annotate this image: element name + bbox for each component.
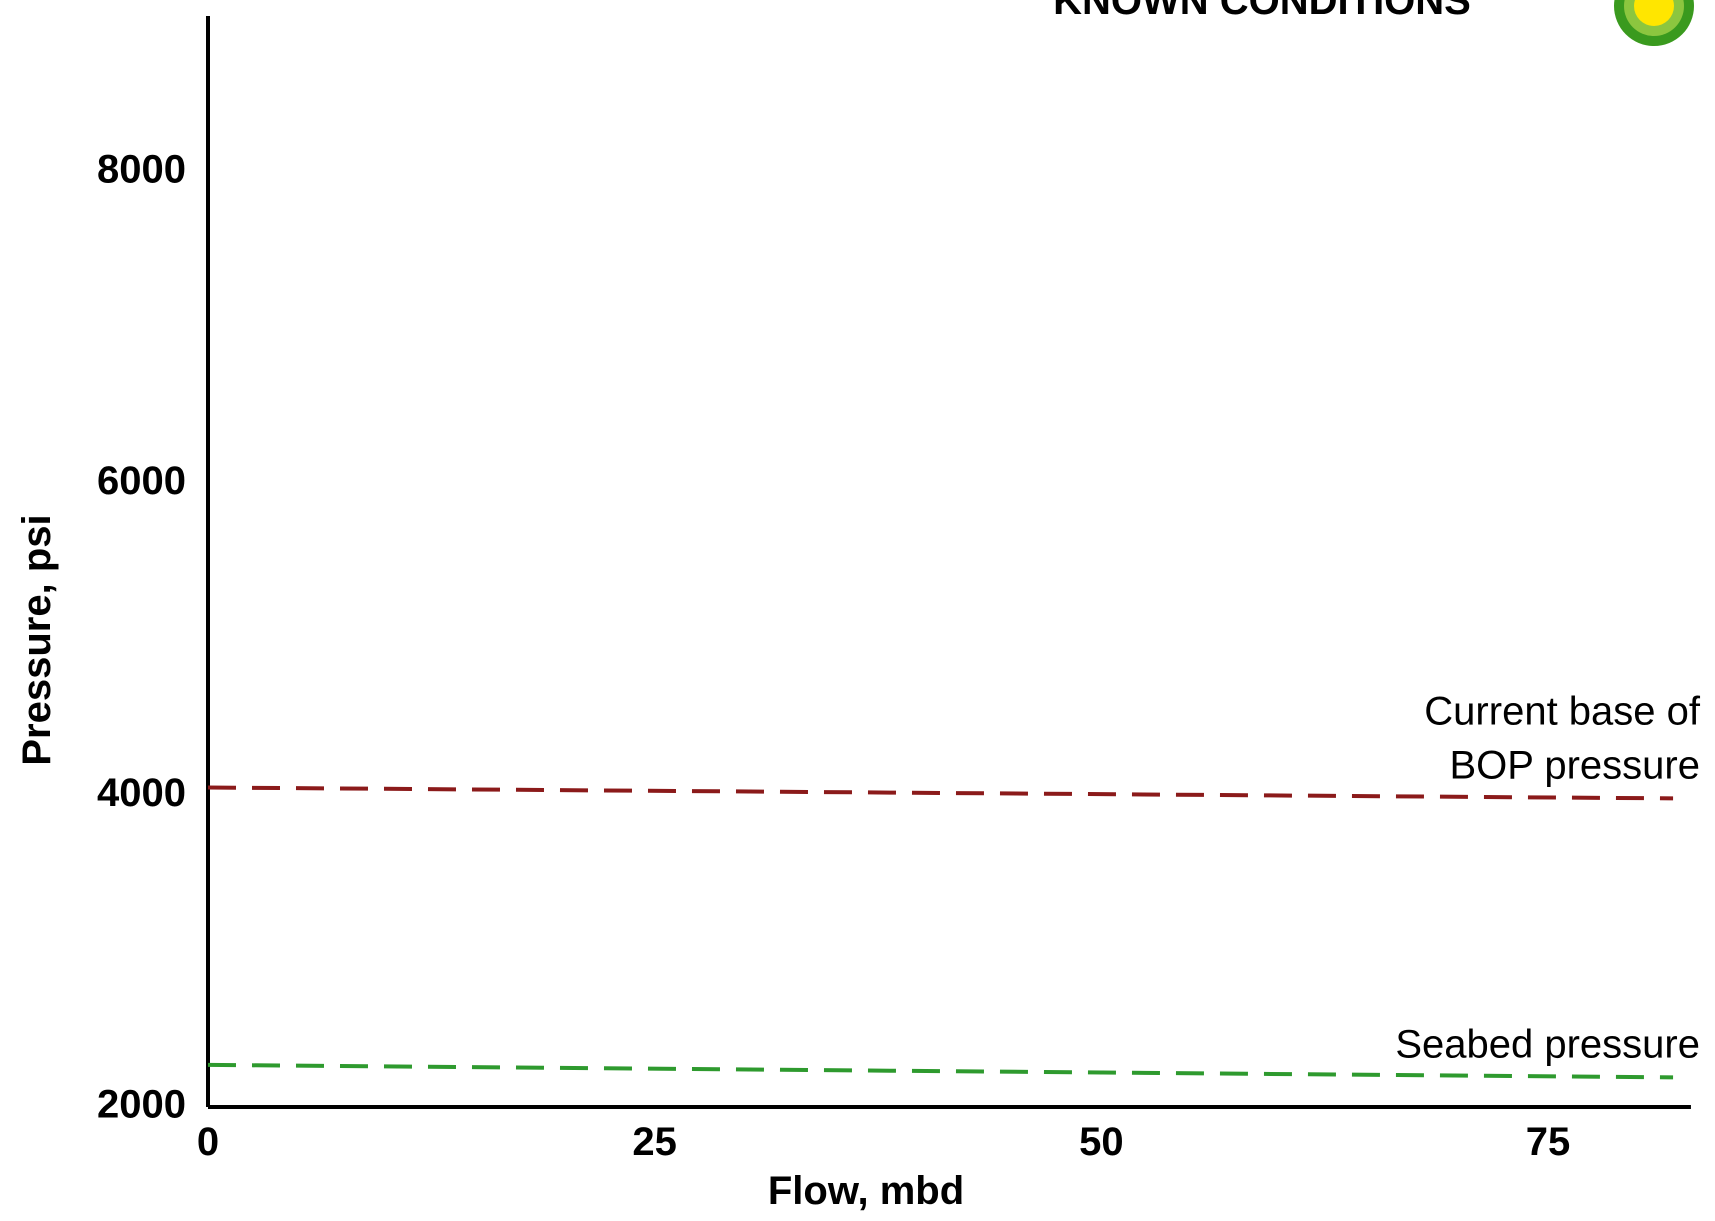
annotation: Seabed pressure: [1395, 1022, 1700, 1066]
series-line: [207, 785, 1674, 801]
logo-center: [1634, 0, 1674, 26]
x-tick-label: 0: [197, 1120, 219, 1164]
bp-logo: [1614, 0, 1694, 46]
y-tick-label: 6000: [97, 459, 186, 503]
x-tick-label: 50: [1079, 1120, 1124, 1164]
chart-title: KNOWN CONDITIONS: [1053, 0, 1471, 23]
annotation: Current base of: [1424, 689, 1701, 733]
x-axis-title: Flow, mbd: [768, 1169, 964, 1213]
series-line: [207, 1062, 1674, 1080]
x-tick-label: 75: [1526, 1120, 1571, 1164]
x-tick-label: 25: [632, 1120, 677, 1164]
annotation: BOP pressure: [1450, 743, 1701, 787]
y-tick-label: 2000: [97, 1083, 186, 1127]
y-axis-title: Pressure, psi: [15, 514, 59, 765]
y-tick-label: 8000: [97, 147, 186, 191]
y-tick-label: 4000: [97, 771, 186, 815]
